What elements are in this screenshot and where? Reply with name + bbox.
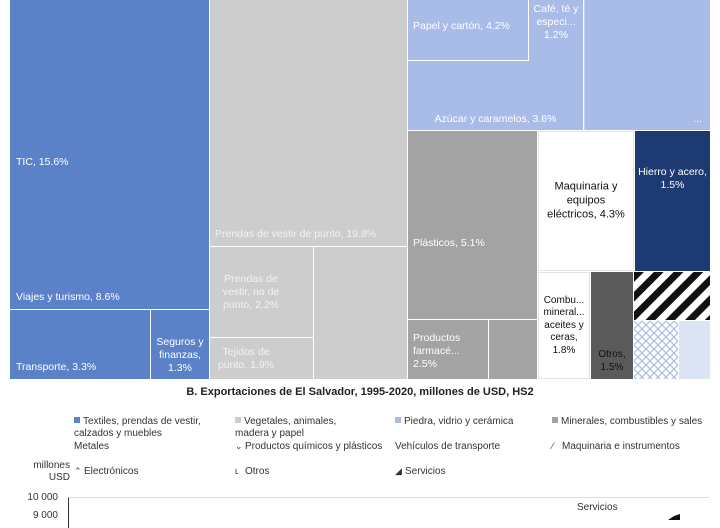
legend-item: ⁄ Maquinaria e instrumentos	[552, 441, 712, 453]
chart-b-title: B. Exportaciones de El Salvador, 1995-20…	[186, 386, 534, 398]
tile-tic: TIC, 15.6%	[10, 0, 209, 309]
tile-plasticos: Plásticos, 5.1%	[408, 131, 537, 319]
tile-otros: Otros, 1.5%	[591, 272, 633, 379]
tile-prendas-no-punto: Prendas de vestir, no de punto, 2.2%	[210, 247, 313, 337]
legend-item: Piedra, vidrio y cerámica	[395, 416, 545, 428]
legend-label: Productos químicos y plásticos	[245, 441, 383, 452]
exports-treemap: TIC, 15.6% Viajes y turismo, 8.6% Transp…	[10, 0, 710, 379]
tile-label-maquinaria: Maquinaria y equipos eléctricos, 4.3%	[547, 180, 625, 220]
legend-item: Textiles, prendas de vestir, calzados y …	[74, 416, 224, 439]
tile-label-tejidos-punto: Tejidos de punto, 1.9%	[217, 346, 275, 372]
y-tick-label: 9 000	[32, 510, 58, 521]
tile-electronicos-cross	[634, 321, 678, 379]
legend-swatch	[395, 417, 401, 423]
tile-label-hierro-acero: Hierro y acero, 1.5%	[638, 166, 707, 192]
tile-label-tic: TIC, 15.6%	[16, 156, 69, 168]
legend-item: ◢ Servicios	[395, 466, 545, 478]
tile-label-prendas-no-punto: Prendas de vestir, no de punto, 2.2%	[222, 273, 280, 312]
legend-glyph-icon: ʟ	[235, 466, 239, 476]
tile-label-plasticos: Plásticos, 5.1%	[413, 237, 485, 249]
tile-quimicos-otros	[489, 320, 537, 379]
services-series-mark	[668, 514, 680, 520]
tile-hierro-acero: Hierro y acero, 1.5%	[635, 131, 710, 271]
tile-azucar: Azúcar y caramelos, 3.6%	[408, 61, 583, 130]
tile-label-otros: Otros, 1.5%	[598, 349, 626, 373]
legend-glyph-icon: ◢	[395, 466, 402, 476]
legend-item: Vegetales, animales, madera y papel	[235, 416, 385, 439]
tile-farmaceuticos: Productos farmacé... 2.5%	[408, 320, 488, 379]
tile-misc-blue	[679, 321, 710, 379]
exports-area-chart: Textiles, prendas de vestir, calzados y …	[0, 408, 720, 528]
crosshatch-pattern-swatch	[634, 321, 678, 379]
legend-item: Metales	[74, 441, 224, 453]
tile-tejidos-punto: Tejidos de punto, 1.9%	[210, 338, 313, 379]
legend-item: Minerales, combustibles y sales	[552, 416, 712, 428]
stripes-pattern-swatch	[634, 272, 710, 320]
legend-label: Servicios	[405, 466, 446, 477]
tile-viajes-turismo: Viajes y turismo, 8.6%	[10, 273, 209, 309]
tile-papel-carton: Papel y cartón, 4.2%	[408, 0, 528, 60]
tile-combustibles: Combu... mineral... aceites y ceras, 1.8…	[538, 272, 590, 379]
tile-label-combustibles: Combu... mineral... aceites y ceras, 1.8…	[543, 294, 585, 356]
legend-swatch	[74, 417, 80, 423]
y-axis-unit-label: millones USD	[33, 460, 70, 483]
tile-vegetales-otros: ...	[584, 0, 710, 130]
legend-item: ʟ Otros	[235, 466, 385, 478]
tile-seguros-finanzas: Seguros y finanzas, 1.3%	[151, 310, 209, 379]
legend-label: Vegetales, animales, madera y papel	[235, 416, 337, 439]
legend-label: Minerales, combustibles y sales	[561, 416, 703, 427]
legend-label: Vehículos de transporte	[395, 441, 501, 452]
tile-label-prendas-punto: Prendas de vestir de punto, 19.8%	[215, 228, 377, 240]
y-tick-label: 10 000	[27, 492, 58, 503]
legend-item: Vehículos de transporte	[395, 441, 545, 453]
services-annotation: Servicios	[577, 502, 618, 513]
legend-glyph-icon: ⌃	[74, 466, 82, 476]
tile-textiles-otros	[314, 247, 407, 379]
plot-area	[68, 497, 709, 528]
legend-label: Metales	[74, 441, 110, 452]
legend-label: Maquinaria e instrumentos	[562, 441, 680, 452]
legend-glyph-icon: ⌄	[235, 441, 243, 451]
tile-prendas-punto: Prendas de vestir de punto, 19.8%	[210, 0, 407, 246]
legend-glyph-icon: ⁄	[552, 441, 554, 451]
legend-label: Electrónicos	[84, 466, 139, 477]
legend-item: ⌃ Electrónicos	[74, 466, 224, 478]
tile-label-azucar: Azúcar y caramelos, 3.6%	[434, 112, 557, 125]
legend-label: Textiles, prendas de vestir, calzados y …	[74, 416, 201, 439]
tile-label-viajes-turismo: Viajes y turismo, 8.6%	[16, 290, 120, 303]
legend-label: Piedra, vidrio y cerámica	[404, 416, 514, 427]
legend-swatch	[235, 417, 241, 423]
legend-label: Otros	[245, 466, 270, 477]
tile-ellipsis: ...	[693, 112, 702, 125]
legend-swatch	[552, 417, 558, 423]
tile-transporte: Transporte, 3.3%	[10, 310, 150, 379]
tile-label-cafe-te: Café, té y especi... 1.2%	[533, 3, 579, 42]
tile-label-transporte: Transporte, 3.3%	[16, 360, 97, 373]
tile-maquinaria: Maquinaria y equipos eléctricos, 4.3%	[538, 131, 634, 271]
tile-servicios-stripes	[634, 272, 710, 320]
legend-item: ⌄ Productos químicos y plásticos	[235, 441, 385, 453]
tile-label-papel-carton: Papel y cartón, 4.2%	[413, 20, 510, 32]
tile-label-seguros-finanzas: Seguros y finanzas, 1.3%	[156, 335, 204, 374]
tile-label-farmaceuticos: Productos farmacé... 2.5%	[413, 332, 461, 371]
